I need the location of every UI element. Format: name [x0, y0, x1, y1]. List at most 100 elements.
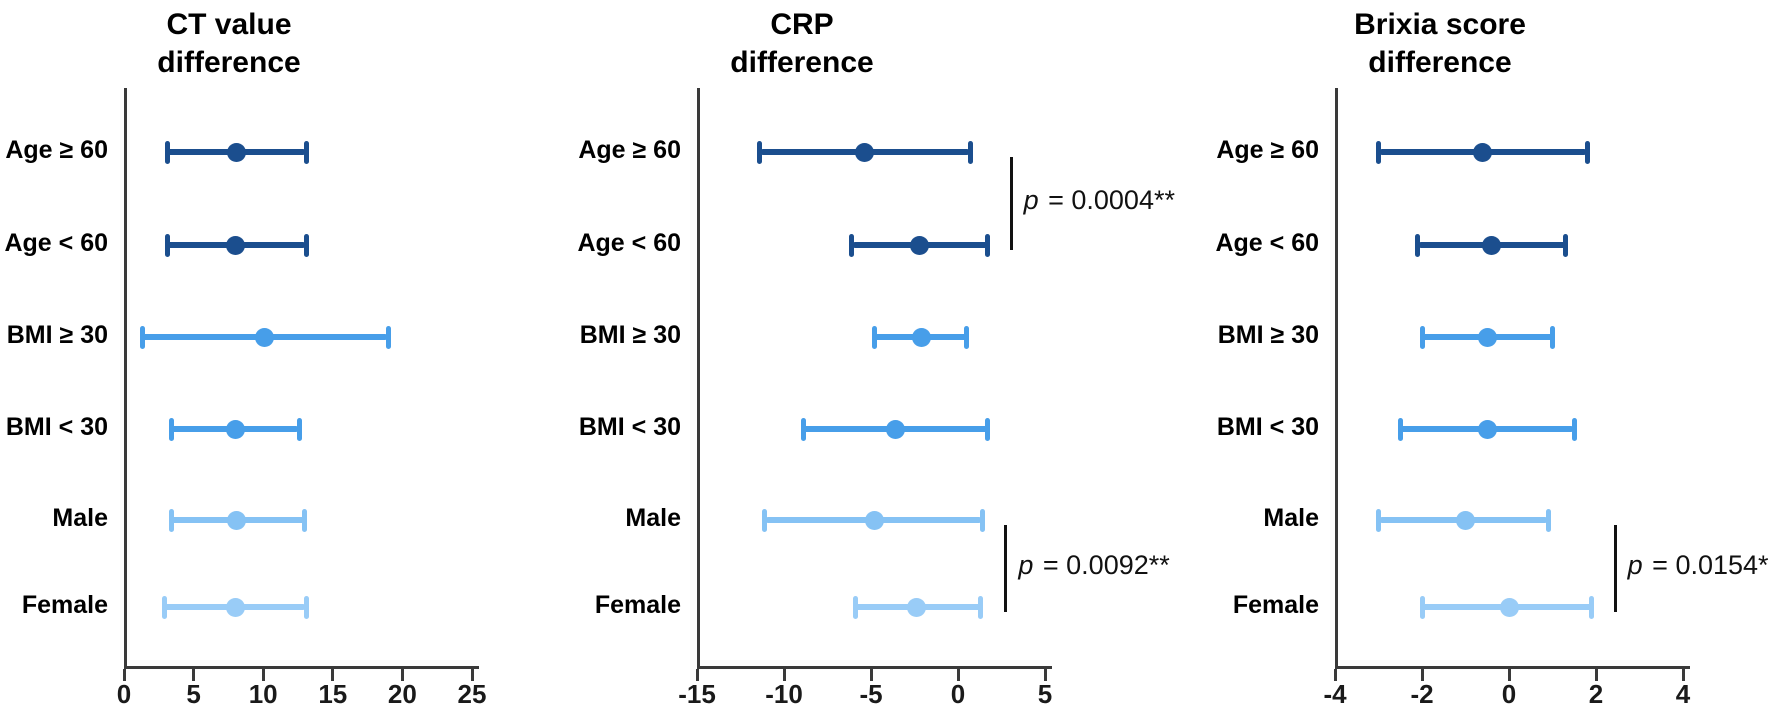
mean-dot: [854, 142, 874, 162]
panel-title: Brixia score difference: [1354, 6, 1526, 83]
x-tick-label: 15: [318, 679, 348, 709]
mean-dot: [885, 419, 905, 439]
error-bar-cap-left: [164, 140, 170, 164]
x-axis-line: [697, 666, 1052, 669]
x-tick-label: -15: [678, 679, 716, 709]
p-value-label: p = 0.0154*: [1627, 549, 1769, 580]
error-bar-cap-left: [1376, 140, 1381, 164]
x-tick: [1420, 669, 1424, 681]
category-label: Male: [1263, 504, 1319, 532]
category-label: Female: [1232, 591, 1319, 619]
mean-dot: [906, 597, 926, 617]
mean-dot: [1482, 235, 1502, 255]
panel-title: CT value difference: [157, 6, 300, 83]
x-tick-label: -5: [859, 679, 883, 709]
error-bar-cap-left: [1415, 233, 1421, 257]
category-label: BMI < 30: [1216, 413, 1319, 441]
error-bar-cap-right: [1571, 417, 1577, 441]
error-bar-cap-right: [1563, 233, 1569, 257]
p-value-label: p = 0.0004**: [1023, 184, 1175, 215]
x-tick-label: 0: [1501, 679, 1517, 709]
x-tick-label: 25: [457, 679, 487, 709]
panel-title-line-2: difference: [157, 46, 301, 80]
error-bar-cap-left: [1397, 417, 1403, 441]
significance-bracket: [1009, 157, 1013, 250]
error-bar-cap-right: [985, 233, 991, 257]
mean-dot: [227, 510, 247, 530]
panel-title-line-1: CRP: [770, 8, 834, 41]
category-label: Male: [52, 504, 108, 532]
x-tick-label: 10: [248, 679, 278, 709]
panel-title-line-1: CT value: [166, 8, 292, 41]
x-tick-label: -10: [765, 679, 803, 709]
error-bar-cap-right: [967, 140, 973, 164]
mean-dot: [1477, 327, 1497, 347]
category-label: BMI ≥ 30: [1217, 321, 1319, 349]
error-bar-cap-left: [1419, 325, 1425, 349]
error-bar-cap-left: [849, 233, 855, 257]
significance-bracket: [1004, 525, 1008, 612]
x-tick-label: -2: [1410, 679, 1434, 709]
category-label: Age < 60: [577, 229, 681, 257]
error-bar-cap-right: [296, 417, 302, 441]
x-tick-label: 20: [387, 679, 417, 709]
x-tick-label: 0: [116, 679, 132, 709]
error-bar-cap-right: [985, 417, 991, 441]
error-bar-cap-right: [964, 325, 970, 349]
mean-dot: [225, 419, 245, 439]
p-italic: p: [1023, 184, 1039, 215]
category-label: Female: [21, 591, 108, 619]
category-label: BMI < 30: [578, 413, 681, 441]
error-bar-cap-right: [1584, 140, 1590, 164]
category-label: Age < 60: [4, 229, 108, 257]
category-label: Female: [594, 591, 681, 619]
x-tick: [956, 669, 960, 681]
mean-dot: [1456, 510, 1475, 530]
error-bar-cap-right: [1550, 325, 1555, 349]
y-axis-spine: [124, 88, 127, 666]
panel-title-line-2: difference: [1368, 46, 1512, 80]
mean-dot: [1477, 419, 1497, 439]
category-label: Age ≥ 60: [1216, 136, 1319, 164]
error-bar-cap-left: [762, 508, 768, 532]
x-tick: [695, 669, 699, 681]
error-bar-cap-left: [871, 325, 877, 349]
x-axis-line: [124, 666, 479, 669]
mean-dot: [911, 327, 931, 347]
mean-dot: [255, 327, 275, 347]
category-label: BMI ≥ 30: [579, 321, 681, 349]
x-tick: [1333, 669, 1337, 681]
significance-bracket: [1613, 525, 1617, 612]
p-value-label: p = 0.0092**: [1018, 549, 1170, 580]
x-tick: [192, 669, 196, 681]
x-tick-label: 5: [1037, 679, 1053, 709]
mean-dot: [1473, 142, 1493, 162]
x-tick: [261, 669, 265, 681]
panel-title: CRP difference: [730, 6, 873, 83]
p-italic: p: [1627, 549, 1643, 580]
error-bar-cap-left: [168, 508, 174, 532]
error-bar-cap-right: [979, 508, 985, 532]
x-tick: [470, 669, 474, 681]
x-tick-label: 0: [950, 679, 966, 709]
error-bar-cap-left: [757, 140, 763, 164]
x-tick-label: 5: [186, 679, 201, 709]
error-bar-cap-left: [164, 233, 170, 257]
mean-dot: [1499, 597, 1519, 617]
panel-title-line-2: difference: [730, 46, 874, 80]
category-label: BMI < 30: [5, 413, 108, 441]
x-tick-label: 2: [1588, 679, 1604, 709]
error-bar-cap-left: [168, 417, 174, 441]
category-label: Age < 60: [1215, 229, 1319, 257]
category-label: Age ≥ 60: [578, 136, 681, 164]
mean-dot: [225, 597, 245, 617]
error-bar-cap-right: [303, 233, 309, 257]
x-tick: [1043, 669, 1047, 681]
x-tick-label: -4: [1323, 679, 1347, 709]
error-bar-cap-right: [1545, 508, 1551, 532]
error-bar-cap-left: [1376, 508, 1381, 532]
error-bar-cap-right: [303, 595, 309, 619]
x-axis-line: [1335, 666, 1690, 669]
category-label: Male: [625, 504, 681, 532]
